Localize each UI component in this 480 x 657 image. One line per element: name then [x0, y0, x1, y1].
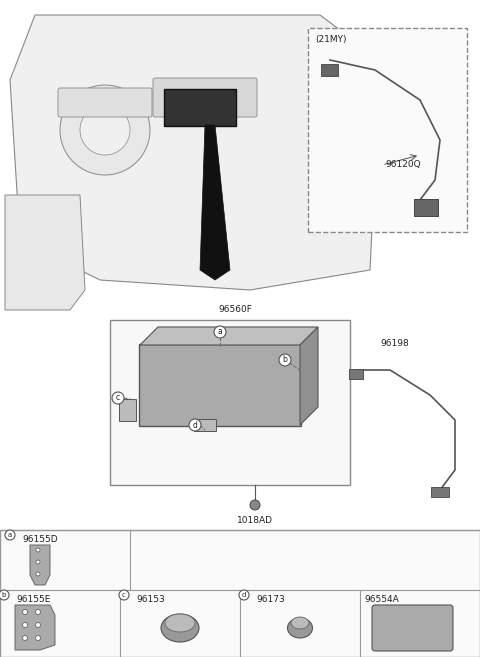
FancyBboxPatch shape — [321, 64, 338, 76]
Circle shape — [23, 622, 27, 627]
FancyBboxPatch shape — [431, 487, 449, 497]
Polygon shape — [30, 545, 50, 585]
Text: 96155E: 96155E — [16, 595, 50, 604]
Circle shape — [23, 610, 27, 614]
Circle shape — [36, 572, 40, 576]
Polygon shape — [5, 195, 85, 310]
Circle shape — [119, 590, 129, 600]
Circle shape — [0, 590, 9, 600]
Text: c: c — [116, 394, 120, 403]
Ellipse shape — [291, 617, 309, 629]
Circle shape — [60, 85, 150, 175]
FancyBboxPatch shape — [349, 369, 363, 379]
Text: b: b — [283, 355, 288, 365]
Text: 96198: 96198 — [381, 339, 409, 348]
Circle shape — [214, 326, 226, 338]
Text: 96554A: 96554A — [364, 595, 399, 604]
Text: 96560F: 96560F — [218, 305, 252, 314]
Circle shape — [112, 392, 124, 404]
Circle shape — [5, 530, 15, 540]
Text: d: d — [242, 592, 246, 598]
Bar — [0, 530, 480, 657]
Circle shape — [36, 548, 40, 552]
Text: b: b — [2, 592, 6, 598]
Ellipse shape — [288, 618, 312, 638]
Text: d: d — [192, 420, 197, 430]
Circle shape — [80, 105, 130, 155]
FancyBboxPatch shape — [164, 89, 236, 126]
FancyBboxPatch shape — [414, 199, 438, 216]
Ellipse shape — [161, 614, 199, 642]
Polygon shape — [15, 605, 55, 650]
Text: 96173: 96173 — [256, 595, 285, 604]
Circle shape — [239, 590, 249, 600]
Text: 96120Q: 96120Q — [385, 160, 420, 170]
Circle shape — [36, 610, 40, 614]
FancyBboxPatch shape — [58, 88, 152, 117]
Text: c: c — [122, 592, 126, 598]
Polygon shape — [10, 15, 380, 290]
Text: 96155D: 96155D — [22, 535, 58, 544]
Text: 1018AD: 1018AD — [237, 516, 273, 525]
FancyBboxPatch shape — [194, 419, 216, 431]
Text: a: a — [8, 532, 12, 538]
FancyBboxPatch shape — [308, 28, 467, 232]
Polygon shape — [200, 125, 230, 280]
Polygon shape — [140, 327, 318, 345]
Circle shape — [36, 635, 40, 641]
Circle shape — [250, 500, 260, 510]
Text: a: a — [217, 327, 222, 336]
Polygon shape — [300, 327, 318, 425]
FancyBboxPatch shape — [372, 605, 453, 651]
FancyBboxPatch shape — [153, 78, 257, 117]
FancyBboxPatch shape — [139, 344, 301, 426]
Circle shape — [189, 419, 201, 431]
Circle shape — [279, 354, 291, 366]
Bar — [110, 320, 350, 485]
Circle shape — [23, 635, 27, 641]
Circle shape — [36, 560, 40, 564]
Text: (21MY): (21MY) — [315, 35, 347, 44]
FancyBboxPatch shape — [119, 399, 136, 421]
Circle shape — [36, 622, 40, 627]
Ellipse shape — [165, 614, 195, 632]
Text: 96153: 96153 — [136, 595, 165, 604]
